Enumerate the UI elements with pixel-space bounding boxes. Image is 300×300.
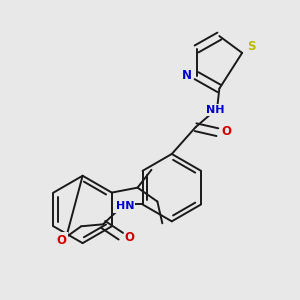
Text: NH: NH [206, 105, 225, 116]
Text: HN: HN [116, 202, 134, 212]
Text: O: O [125, 231, 135, 244]
Text: N: N [182, 69, 192, 82]
Text: S: S [247, 40, 255, 53]
Text: O: O [221, 125, 231, 138]
Text: O: O [56, 234, 66, 247]
